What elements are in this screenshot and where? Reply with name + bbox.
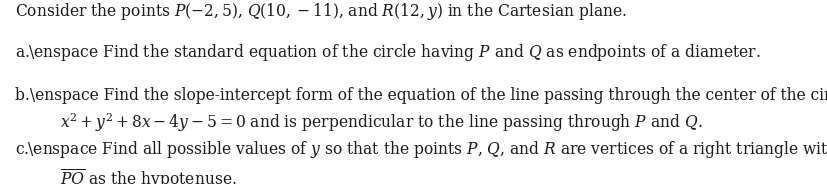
Text: c.\enspace Find all possible values of $y$ so that the points $P$, $Q$, and $R$ : c.\enspace Find all possible values of $… bbox=[15, 139, 827, 160]
Text: $x^2 + y^2 + 8x - 4y - 5 = 0$ and is perpendicular to the line passing through $: $x^2 + y^2 + 8x - 4y - 5 = 0$ and is per… bbox=[60, 112, 701, 134]
Text: Consider the points $P(-2, 5)$, $Q(10, -11)$, and $R(12, y)$ in the Cartesian pl: Consider the points $P(-2, 5)$, $Q(10, -… bbox=[15, 1, 626, 22]
Text: b.\enspace Find the slope-intercept form of the equation of the line passing thr: b.\enspace Find the slope-intercept form… bbox=[15, 87, 827, 104]
Text: $\overline{PQ}$ as the hypotenuse.: $\overline{PQ}$ as the hypotenuse. bbox=[60, 167, 236, 184]
Text: a.\enspace Find the standard equation of the circle having $P$ and $Q$ as endpoi: a.\enspace Find the standard equation of… bbox=[15, 43, 760, 63]
